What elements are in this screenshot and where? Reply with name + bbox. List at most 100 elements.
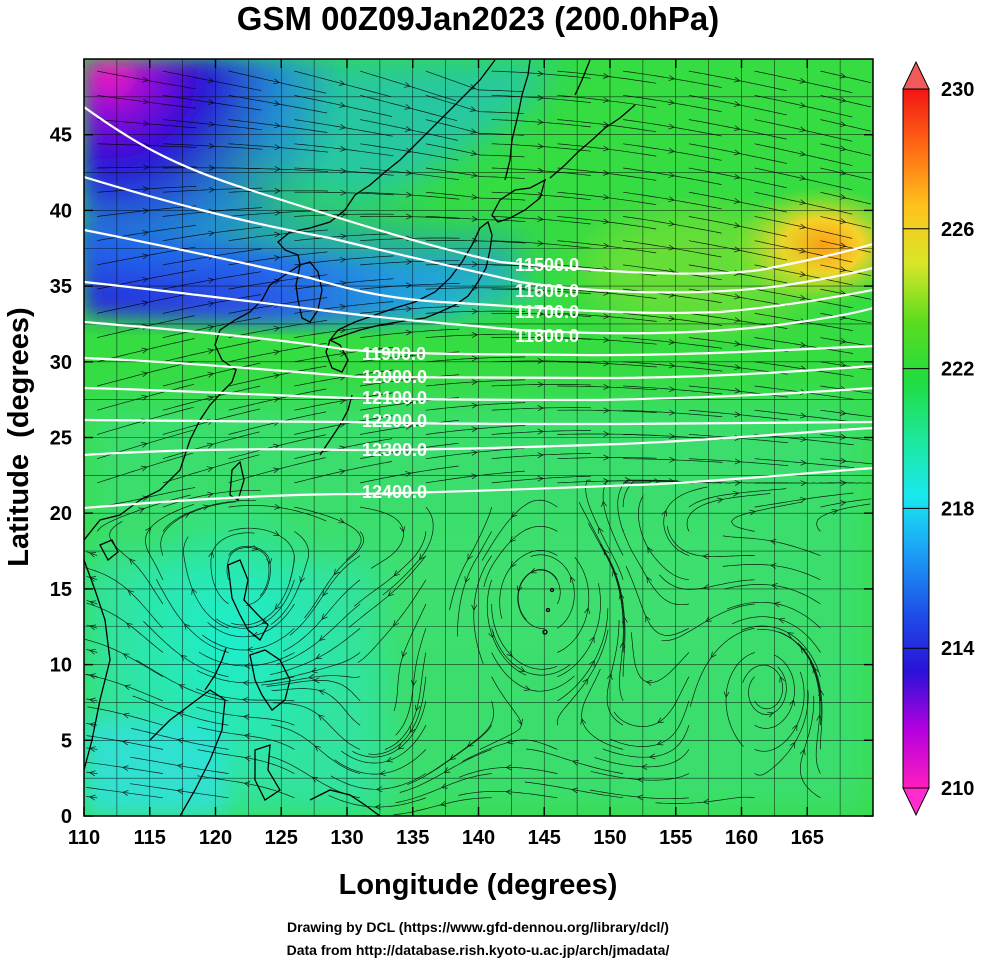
streamline-arrow (439, 800, 447, 807)
streamline-arrow (733, 101, 741, 107)
streamline (730, 501, 803, 532)
streamline-arrow (121, 790, 129, 796)
streamline-arrow (89, 624, 97, 631)
streamline (86, 761, 163, 774)
streamline (754, 434, 854, 446)
streamline (491, 407, 592, 411)
streamline (294, 369, 393, 387)
streamline (725, 652, 755, 747)
streamline (228, 457, 326, 484)
streamline-arrow (406, 235, 413, 242)
streamline-arrow (603, 407, 610, 414)
streamline (162, 317, 261, 338)
streamline (162, 499, 257, 532)
x-tick-label: 155 (659, 827, 692, 849)
contour-12000 (84, 356, 873, 380)
streamline-arrow (242, 696, 249, 703)
streamline (97, 315, 195, 338)
streamline (357, 579, 427, 663)
y-tick-label: 5 (61, 730, 72, 752)
streamline-arrow (716, 497, 724, 504)
streamline (289, 555, 361, 636)
streamline-arrow (272, 467, 280, 474)
streamline-arrow (791, 724, 798, 732)
streamline (623, 143, 722, 161)
streamline-arrow (89, 721, 96, 728)
streamline (742, 664, 784, 710)
streamline (722, 564, 821, 581)
x-tick-label: 140 (462, 827, 495, 849)
streamline-arrow (443, 767, 451, 773)
contour-label-12200: 12200.0 (362, 411, 427, 431)
streamline-arrow (273, 443, 280, 450)
streamline-arrow (122, 653, 130, 660)
contour-label-11900: 11900.0 (362, 344, 426, 364)
streamline-arrow (778, 617, 786, 624)
streamline-arrow (580, 718, 586, 725)
streamline (201, 628, 295, 651)
streamline (272, 702, 361, 750)
coast-asia-mainland (84, 59, 496, 541)
coast-japan-kyushu (325, 339, 349, 373)
streamline (491, 94, 591, 103)
streamline-arrow (142, 76, 149, 83)
y-tick-label: 25 (50, 428, 72, 450)
streamline-arrow (505, 764, 512, 771)
streamline (328, 795, 427, 808)
streamline (754, 288, 853, 309)
streamline-arrow (505, 789, 512, 795)
contour-12300 (84, 426, 873, 457)
streamline (261, 675, 361, 686)
contour-label-12000: 12000.0 (362, 367, 427, 387)
streamline (688, 167, 787, 189)
streamline-arrow (839, 218, 847, 225)
streamline (458, 791, 558, 799)
streamline-arrow (89, 673, 96, 679)
streamline (294, 70, 392, 98)
x-tick-label: 160 (725, 827, 758, 849)
x-tick-label: 125 (265, 827, 298, 849)
streamline (491, 119, 591, 128)
streamline (491, 475, 591, 484)
streamline (393, 603, 427, 712)
streamline-arrow (142, 276, 149, 283)
streamline-arrow (734, 293, 741, 300)
streamline (491, 312, 592, 317)
y-tick-label: 0 (61, 806, 72, 828)
coast-taiwan (229, 460, 245, 502)
streamline-arrow (251, 545, 259, 551)
streamline (491, 604, 558, 670)
contours (84, 106, 873, 510)
streamline-arrow (405, 353, 413, 360)
streamline-arrow (392, 619, 400, 627)
streamline-arrow (471, 308, 479, 315)
credit-drawing: Drawing by DCL (https://www.gfd-dennou.o… (287, 919, 669, 935)
streamline-arrow (471, 426, 479, 433)
streamline (688, 191, 787, 213)
streamline-arrow (142, 253, 149, 260)
streamline-arrow (141, 347, 149, 354)
streamline (688, 409, 789, 421)
streamline (557, 557, 590, 653)
x-tick-label: 115 (134, 827, 166, 849)
streamline (97, 361, 195, 387)
y-tick-label: 20 (50, 503, 72, 525)
contour-label-11800: 11800.0 (515, 326, 579, 346)
streamline (425, 379, 526, 387)
streamline-arrow (645, 679, 653, 686)
streamline (425, 94, 524, 114)
coast-sulawesi (254, 744, 281, 801)
streamline-arrow (771, 582, 778, 589)
streamline-arrow (537, 191, 544, 198)
streamline (663, 486, 708, 556)
x-tick-label: 120 (199, 827, 232, 849)
colorbar-ticks: 210 214 218 222 226 230 (903, 79, 975, 800)
contour-12100 (84, 386, 873, 402)
streamline (360, 374, 460, 387)
streamline (689, 627, 755, 707)
coast-japan-hokkaido (491, 178, 547, 223)
streamline (556, 629, 609, 726)
streamline (732, 616, 821, 653)
streamline (228, 229, 328, 242)
streamline (623, 313, 723, 326)
